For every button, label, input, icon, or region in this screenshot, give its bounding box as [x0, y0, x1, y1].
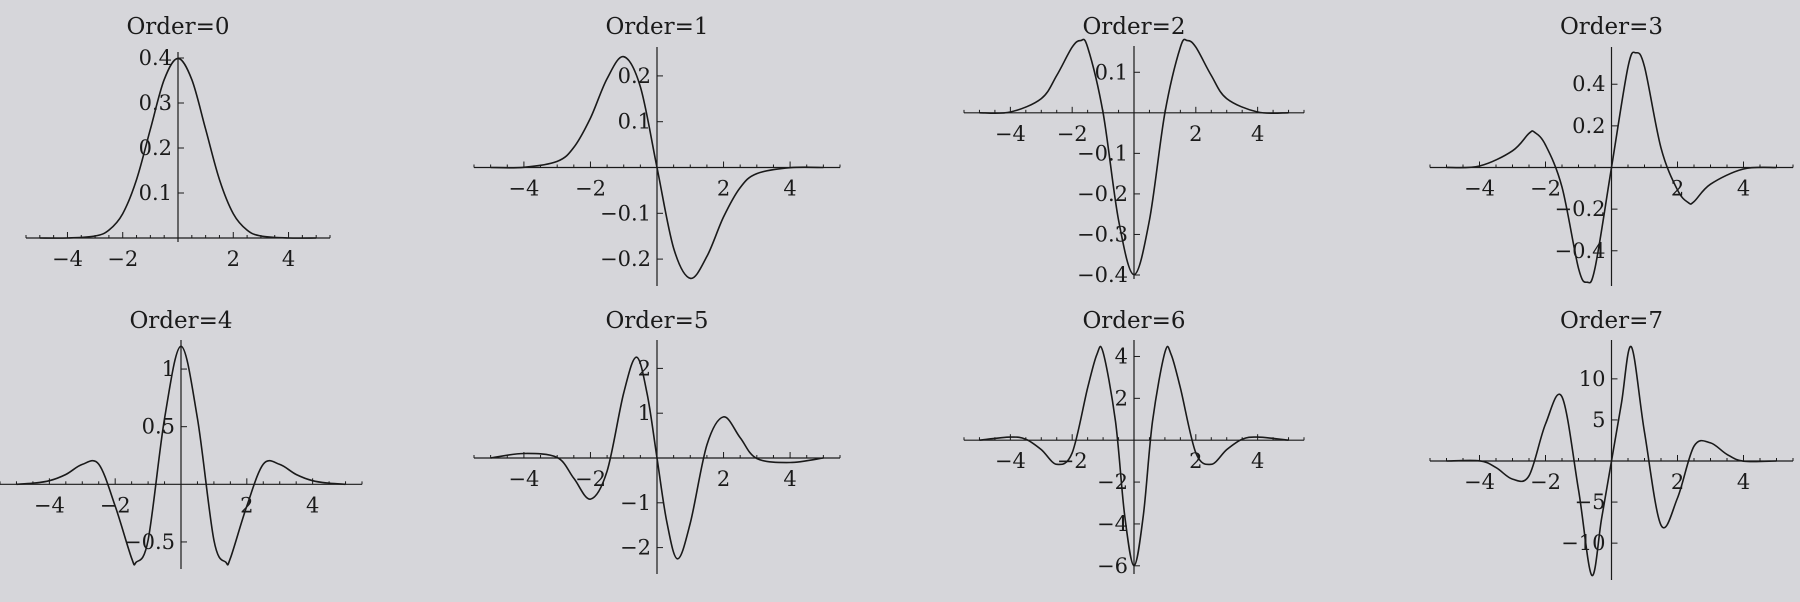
y-tick-label: −2	[1097, 470, 1128, 494]
y-tick-label: −0.2	[1077, 182, 1128, 206]
x-tick-label: −2	[575, 177, 606, 201]
series-line	[1446, 345, 1777, 577]
x-tick-label: 2	[717, 467, 730, 491]
x-tick-label: 4	[783, 467, 796, 491]
y-tick-label: 0.2	[1572, 114, 1605, 138]
panel-title: Order=5	[605, 308, 708, 334]
series-line	[979, 345, 1289, 567]
panel-title: Order=6	[1082, 308, 1185, 334]
panel-5: Order=4−4 −2 2 4−0.50.51	[0, 308, 363, 569]
y-tick-label: 10	[1579, 367, 1606, 391]
x-tick-label: 4	[282, 247, 295, 271]
x-tick-label: 4	[1737, 177, 1750, 201]
y-tick-label: 0.2	[139, 136, 172, 160]
x-tick-label: −4	[1464, 177, 1495, 201]
panel-title: Order=4	[129, 308, 232, 334]
y-tick-label: −2	[620, 536, 651, 560]
x-tick-label: 2	[1189, 449, 1202, 473]
x-tick-label: −4	[1464, 470, 1495, 494]
series-line	[16, 345, 346, 566]
panel-2: Order=1 −4 −2 2 4 −0.2 −0.1 0.1 0.2	[473, 14, 841, 286]
x-tick-label: −4	[52, 247, 83, 271]
y-tick-label: −0.1	[1077, 141, 1128, 165]
y-tick-label: −4	[1097, 512, 1128, 536]
panel-title: Order=2	[1082, 14, 1185, 40]
y-tick-label: 4	[1115, 344, 1128, 368]
panel-title: Order=1	[605, 14, 708, 40]
x-tick-label: 4	[1251, 449, 1264, 473]
y-tick-label: −1	[620, 491, 651, 515]
y-tick-label: 2	[638, 356, 651, 380]
x-tick-label: −4	[508, 177, 539, 201]
x-tick-label: −2	[1057, 122, 1088, 146]
series-line	[979, 38, 1289, 276]
x-tick-label: −4	[508, 467, 539, 491]
x-tick-label: 4	[1737, 470, 1750, 494]
x-tick-label: 4	[306, 493, 319, 517]
y-tick-label: 1	[638, 401, 651, 425]
panel-3: Order=2−4 −2 2 4−0.4−0.3−0.2−0.10.1	[963, 14, 1305, 287]
y-tick-label: 0.5	[142, 415, 175, 439]
x-tick-label: −4	[995, 122, 1026, 146]
panel-7: Order=6−4 −2 2 4−6−4−224	[963, 308, 1305, 578]
panel-6: Order=5−4 −2 2 4−2−112	[473, 308, 841, 574]
x-tick-label: −2	[1530, 470, 1561, 494]
y-tick-label: −0.2	[600, 247, 651, 271]
panel-title: Order=0	[126, 14, 229, 40]
y-tick-label: 0.1	[1095, 60, 1128, 84]
panel-title: Order=3	[1560, 14, 1663, 40]
y-tick-label: 2	[1115, 386, 1128, 410]
x-tick-label: 2	[227, 247, 240, 271]
x-tick-label: 2	[1189, 122, 1202, 146]
series-line	[39, 57, 317, 239]
y-tick-label: −0.1	[600, 201, 651, 225]
y-tick-label: 5	[1592, 408, 1605, 432]
panel-1: Order=0−4 −2 2 40.10.20.30.4	[25, 14, 331, 271]
y-tick-label: 0.1	[139, 181, 172, 205]
x-tick-label: 4	[783, 177, 796, 201]
x-tick-label: −4	[995, 449, 1026, 473]
y-tick-label: 0.4	[1572, 72, 1605, 96]
series-line	[490, 55, 824, 280]
x-tick-label: −4	[34, 493, 65, 517]
series-line	[1446, 51, 1777, 284]
y-tick-label: −6	[1097, 554, 1128, 578]
panel-title: Order=7	[1560, 308, 1663, 334]
y-tick-label: −0.4	[1077, 263, 1128, 287]
x-tick-label: −2	[1530, 177, 1561, 201]
y-tick-label: −0.2	[1555, 197, 1606, 221]
x-tick-label: −2	[107, 247, 138, 271]
y-tick-label: 0.1	[618, 110, 651, 134]
x-tick-label: 4	[1251, 122, 1264, 146]
series-line	[490, 356, 824, 560]
x-tick-label: 2	[717, 177, 730, 201]
panel-4: Order=3−4 −2 2 4−0.4−0.20.20.4	[1429, 14, 1794, 286]
y-tick-label: 0.4	[139, 46, 172, 70]
y-tick-label: −5	[1575, 490, 1606, 514]
y-tick-label: 0.2	[618, 64, 651, 88]
